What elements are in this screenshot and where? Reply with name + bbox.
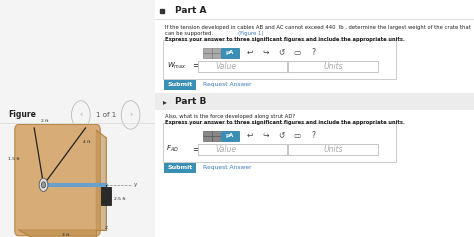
Text: Value: Value [215,145,236,154]
Text: $F_{AD}$: $F_{AD}$ [166,144,179,155]
FancyBboxPatch shape [100,187,111,205]
FancyBboxPatch shape [164,40,396,79]
FancyBboxPatch shape [164,80,196,90]
Text: ▭: ▭ [293,131,301,140]
FancyBboxPatch shape [155,93,474,110]
Text: 4 ft: 4 ft [83,140,91,144]
Text: 2.5 ft: 2.5 ft [114,197,126,201]
Circle shape [39,178,48,191]
Text: Submit: Submit [167,82,193,87]
Text: ↩: ↩ [246,48,253,57]
Polygon shape [96,130,106,230]
Polygon shape [18,230,96,237]
Text: ▭: ▭ [293,48,301,57]
Text: Request Answer: Request Answer [202,82,251,87]
Text: Part B: Part B [174,97,206,106]
Text: Request Answer: Request Answer [202,165,251,170]
FancyBboxPatch shape [164,123,396,162]
Text: 1 of 1: 1 of 1 [96,112,116,118]
FancyBboxPatch shape [203,131,220,141]
FancyBboxPatch shape [15,124,100,236]
Text: z: z [104,225,107,230]
Text: μA: μA [226,133,234,138]
Text: Units: Units [323,62,343,71]
Text: Express your answer to three significant figures and include the appropriate uni: Express your answer to three significant… [165,37,405,42]
Text: ↺: ↺ [278,131,284,140]
FancyBboxPatch shape [164,163,196,173]
Text: 1.5 ft: 1.5 ft [8,157,20,161]
Text: Submit: Submit [167,165,193,170]
FancyBboxPatch shape [198,144,287,155]
FancyBboxPatch shape [203,48,220,58]
FancyBboxPatch shape [198,61,287,72]
FancyBboxPatch shape [288,144,378,155]
Text: Also, what is the force developed along strut AD?: Also, what is the force developed along … [165,114,295,119]
Text: y: y [134,182,137,187]
Text: (Figure 1): (Figure 1) [238,31,264,36]
Text: can be supported.: can be supported. [165,31,215,36]
Text: $W_{max}$: $W_{max}$ [167,61,186,71]
Text: Units: Units [323,145,343,154]
FancyBboxPatch shape [288,61,378,72]
Text: μA: μA [226,50,234,55]
Text: =: = [192,61,199,70]
Text: Value: Value [215,62,236,71]
Text: ↺: ↺ [278,48,284,57]
Text: If the tension developed in cables AB and AC cannot exceed 440  lb , determine t: If the tension developed in cables AB an… [165,25,471,30]
Text: ‹: ‹ [79,110,82,119]
Text: ›: › [129,110,132,119]
Text: Part A: Part A [174,6,206,15]
Text: ↪: ↪ [262,131,269,140]
Circle shape [42,182,46,188]
FancyBboxPatch shape [155,0,474,237]
FancyBboxPatch shape [221,48,238,58]
Text: ?: ? [311,48,315,57]
Text: ?: ? [311,131,315,140]
Text: ↪: ↪ [262,48,269,57]
Text: Express your answer to three significant figures and include the appropriate uni: Express your answer to three significant… [165,120,405,125]
Text: 2 ft: 2 ft [41,119,49,123]
Text: ▸: ▸ [164,97,167,106]
Text: =: = [192,145,199,154]
Text: Figure: Figure [8,110,36,119]
FancyBboxPatch shape [221,131,238,141]
Text: 3 ft: 3 ft [62,233,69,237]
Text: ↩: ↩ [246,131,253,140]
